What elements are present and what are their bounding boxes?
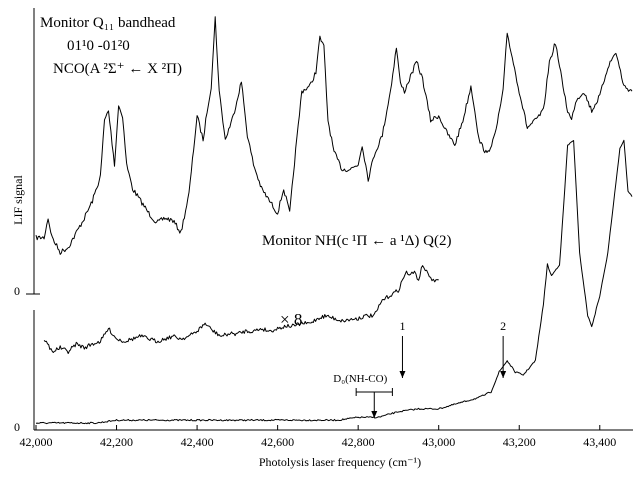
spectra-traces xyxy=(35,16,633,425)
x-tick-label-0: 42,000 xyxy=(20,435,53,449)
nh-spectrum-x8-trace xyxy=(43,265,439,354)
annotation-1-arrowhead xyxy=(399,371,406,378)
x-axis-label: Photolysis laser frequency (cm⁻¹) xyxy=(259,455,421,469)
annotations: 1 2 D₀(NH-CO) xyxy=(333,319,507,418)
y-zero-label-lower: 0 xyxy=(14,420,20,434)
x-ticks: 42,000 42,200 42,400 42,600 42,800 43,000 43,2… xyxy=(20,425,616,449)
upper-panel-label-line-2: 01¹0 -01²0 xyxy=(67,38,130,54)
x-tick-label-4: 42,800 xyxy=(342,435,375,449)
x-tick-label-5: 43,000 xyxy=(422,435,455,449)
upper-panel-label-line-3: NCO(A ²Σ⁺ ← X ²Π) xyxy=(53,61,182,77)
x-tick-label-1: 42,200 xyxy=(100,435,133,449)
nh-spectrum-trace xyxy=(35,139,633,425)
upper-panel-label-line-1: Monitor Q₁₁ bandhead xyxy=(40,15,176,31)
x-tick-label-2: 42,400 xyxy=(181,435,214,449)
lower-panel-label: Monitor NH(c ¹Π ← a ¹Δ) Q(2) xyxy=(262,233,451,249)
x-tick-label-6: 43,200 xyxy=(503,435,536,449)
nco-spectrum-trace xyxy=(35,16,633,255)
annotation-1-label: 1 xyxy=(399,319,405,333)
annotation-2-arrowhead xyxy=(500,371,507,378)
scale-factor-label: × 8 xyxy=(280,310,302,329)
y-axis-label: LIF signal xyxy=(11,175,25,225)
y-zero-label-upper: 0 xyxy=(14,284,20,298)
dissociation-energy-arrowhead xyxy=(371,411,378,418)
dissociation-energy-label: D₀(NH-CO) xyxy=(333,373,387,385)
x-tick-label-3: 42,600 xyxy=(261,435,294,449)
x-tick-label-7: 43,400 xyxy=(583,435,616,449)
annotation-2-label: 2 xyxy=(500,319,506,333)
